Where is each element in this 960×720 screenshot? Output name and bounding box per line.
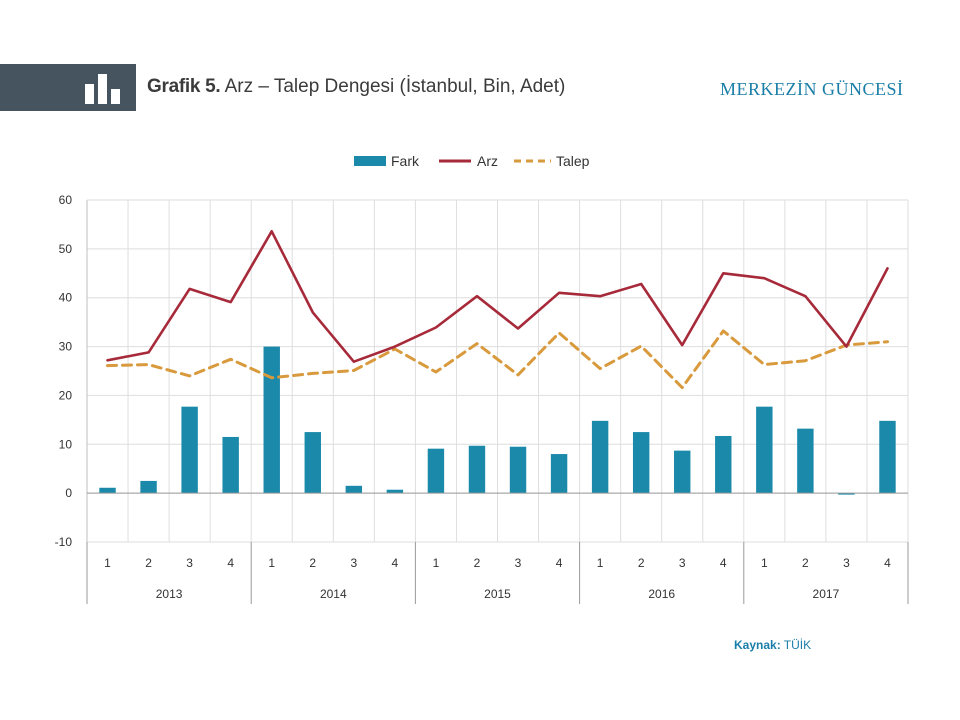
legend-label-talep: Talep bbox=[556, 153, 590, 169]
bar-fark bbox=[345, 485, 363, 494]
x-group-label: 2014 bbox=[320, 587, 347, 601]
y-tick-label: 60 bbox=[59, 193, 73, 207]
x-tick-label: 1 bbox=[761, 556, 768, 570]
x-tick-label: 4 bbox=[720, 556, 727, 570]
x-tick-label: 2 bbox=[802, 556, 809, 570]
x-tick-label: 3 bbox=[679, 556, 686, 570]
chart-title: Grafik 5. Arz – Talep Dengesi (İstanbul,… bbox=[147, 76, 565, 98]
brand-logo-text: MERKEZİN GÜNCESİ bbox=[720, 79, 904, 99]
y-tick-label: 0 bbox=[65, 486, 72, 500]
bar-fark bbox=[632, 432, 650, 494]
bar-fark bbox=[879, 420, 896, 494]
x-tick-label: 2 bbox=[474, 556, 481, 570]
y-tick-label: -10 bbox=[55, 535, 73, 549]
x-tick-label: 2 bbox=[145, 556, 152, 570]
header-banner bbox=[0, 64, 136, 111]
source-label: Kaynak: bbox=[734, 638, 781, 652]
legend-label-fark: Fark bbox=[391, 153, 420, 169]
line-arz bbox=[106, 230, 889, 364]
x-tick-label: 2 bbox=[309, 556, 316, 570]
chart-title-prefix: Grafik 5. bbox=[147, 76, 221, 97]
bar-fark bbox=[181, 406, 198, 494]
x-tick-label: 4 bbox=[392, 556, 399, 570]
bar-fark bbox=[591, 420, 609, 494]
y-tick-label: 40 bbox=[59, 291, 73, 305]
chart-title-text: Arz – Talep Dengesi (İstanbul, Bin, Adet… bbox=[220, 76, 566, 97]
bar-fark bbox=[263, 346, 280, 494]
x-group-label: 2015 bbox=[484, 587, 511, 601]
bar-fark bbox=[509, 446, 527, 494]
x-tick-label: 1 bbox=[433, 556, 440, 570]
bar-fark bbox=[427, 448, 445, 494]
source-note: Kaynak: TÜİK bbox=[734, 638, 811, 652]
x-tick-label: 3 bbox=[186, 556, 193, 570]
source-value: TÜİK bbox=[780, 638, 812, 652]
y-tick-label: 30 bbox=[59, 340, 73, 354]
x-tick-label: 3 bbox=[843, 556, 850, 570]
bar-fark bbox=[140, 480, 157, 494]
x-tick-label: 1 bbox=[597, 556, 604, 570]
x-group-label: 2013 bbox=[156, 587, 183, 601]
bar-chart-icon bbox=[85, 74, 120, 104]
y-tick-label: 10 bbox=[59, 437, 73, 451]
bar-fark bbox=[756, 406, 773, 494]
x-tick-label: 1 bbox=[268, 556, 275, 570]
x-tick-label: 3 bbox=[350, 556, 357, 570]
bar-fark bbox=[838, 493, 855, 495]
x-group-label: 2016 bbox=[648, 587, 675, 601]
legend-swatch-fark bbox=[354, 156, 386, 166]
x-group-label: 2017 bbox=[813, 587, 840, 601]
bar-fark bbox=[304, 432, 321, 494]
x-tick-label: 4 bbox=[884, 556, 891, 570]
bar-fark bbox=[550, 454, 568, 494]
y-tick-label: 50 bbox=[59, 242, 73, 256]
bar-fark bbox=[99, 487, 116, 494]
bar-fark bbox=[386, 489, 404, 494]
bar-fark bbox=[674, 450, 691, 494]
x-tick-label: 1 bbox=[104, 556, 111, 570]
x-tick-label: 4 bbox=[227, 556, 234, 570]
bar-fark bbox=[468, 445, 486, 494]
bar-fark bbox=[797, 428, 814, 494]
legend-label-arz: Arz bbox=[477, 153, 498, 169]
x-tick-label: 2 bbox=[638, 556, 645, 570]
bar-fark bbox=[715, 435, 732, 494]
bar-fark bbox=[222, 436, 239, 494]
x-tick-label: 4 bbox=[556, 556, 563, 570]
line-talep bbox=[106, 329, 889, 390]
y-tick-label: 20 bbox=[59, 388, 73, 402]
x-tick-label: 3 bbox=[515, 556, 522, 570]
